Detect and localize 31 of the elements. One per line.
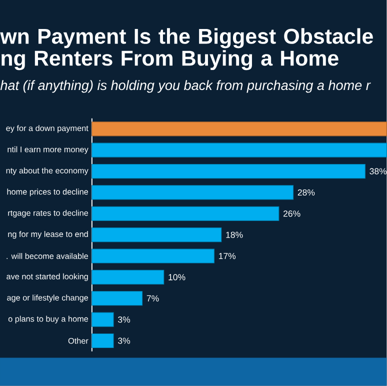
bar [92,248,214,264]
bar [92,291,143,306]
y-tick-label: rtgage rates to decline [8,210,88,218]
bar [92,270,164,285]
y-tick-label: home prices to decline [7,188,88,196]
bar [92,334,114,348]
chart-subtitle: hat (if anything) is holding you back from purchasing a home r [0,80,371,93]
bar [92,312,114,327]
data-label: 3% [118,338,130,344]
y-tick-label: age or lifestyle change [7,294,88,302]
bar [92,164,366,179]
y-tick-label: ng for my lease to end [8,231,88,239]
y-tick-label: nty about the economy [6,168,88,176]
data-label: 10% [168,274,186,280]
data-label: 28% [298,190,315,196]
bar [92,185,294,200]
y-tick-label: ntil I earn more money [8,146,88,154]
data-label: 18% [226,232,243,238]
chart-title: wn Payment Is the Biggest Obstacle ng Renters From Buying a Home [0,28,373,70]
y-tick-label: o plans to buy a home [8,316,88,324]
data-label: 3% [118,316,130,323]
data-label: 26% [283,210,300,217]
bar [92,228,222,242]
data-label: 17% [219,253,236,260]
y-tick-label: ave not started looking [6,274,88,282]
y-tick-label: ey for a down payment [6,125,88,133]
data-label: 7% [146,295,159,302]
y-tick-label: . will become available [6,253,88,260]
y-tick-label: Other [68,338,88,344]
bar [92,206,280,222]
data-label: 38% [370,168,387,175]
